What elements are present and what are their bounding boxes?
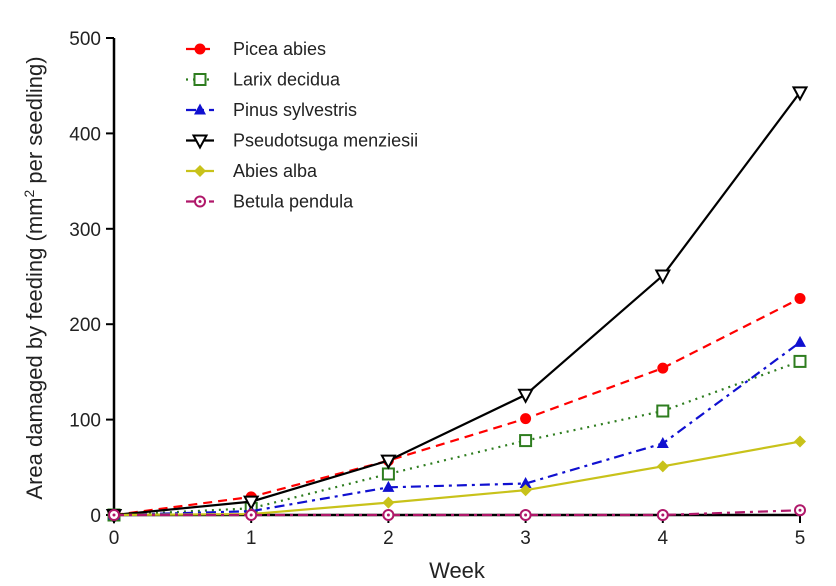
x-tick-label: 0: [109, 528, 120, 549]
legend-swatch-marker: [193, 73, 207, 86]
data-point: [791, 86, 809, 102]
data-point: [794, 335, 806, 347]
data-point: [108, 509, 120, 521]
data-point: [519, 434, 533, 448]
legend-label: Picea abies: [233, 39, 326, 59]
data-point-dot: [112, 513, 116, 517]
x-tick-label: 5: [795, 528, 806, 549]
legend-item: Pseudotsuga menziesii: [186, 131, 418, 151]
x-tick-label: 3: [520, 528, 531, 549]
legend-swatch-marker: [194, 103, 206, 115]
data-point: [657, 362, 669, 374]
data-point: [793, 354, 807, 368]
y-axis-title: Area damaged by feeding (mm2 per seedlin…: [21, 56, 47, 499]
data-point: [656, 436, 669, 448]
series-5: [108, 504, 806, 521]
data-point: [656, 509, 669, 521]
legend-item: Betula pendula: [186, 192, 354, 212]
data-point: [519, 509, 532, 521]
data-point: [382, 496, 395, 509]
data-point-dot: [249, 513, 253, 517]
legend-swatch-marker-dot: [198, 200, 202, 203]
legend-label: Betula pendula: [233, 192, 354, 212]
legend-label: Pseudotsuga menziesii: [233, 131, 418, 151]
legend-swatch-marker: [194, 165, 206, 177]
series-line: [113, 297, 801, 517]
legend-label: Larix decidua: [233, 70, 341, 90]
legend-item: Abies alba: [186, 161, 318, 181]
data-point-dot: [661, 513, 665, 517]
legend-swatch-marker: [194, 195, 206, 208]
data-point: [519, 484, 532, 497]
data-point: [243, 495, 260, 511]
data-point: [519, 477, 532, 489]
y-tick-label: 0: [90, 506, 101, 527]
legend-item: Pinus sylvestris: [186, 100, 357, 120]
series-line: [113, 91, 801, 517]
data-point: [382, 509, 395, 521]
data-point: [517, 388, 534, 404]
x-axis-title: Week: [429, 558, 486, 583]
series-line: [113, 440, 801, 517]
legend-swatch-marker: [194, 43, 206, 55]
series-3: [105, 86, 809, 525]
x-tick-label: 4: [658, 528, 669, 549]
data-point: [381, 467, 395, 481]
data-point: [656, 404, 670, 418]
axes: [112, 38, 800, 517]
data-point: [245, 509, 258, 521]
ticks: 0 1 2 3 4 5 0 100 200 300 400 500: [69, 29, 805, 549]
legend-item: Larix decidua: [186, 70, 341, 90]
y-axis-title-end: per seedling): [22, 56, 47, 189]
legend-item: Picea abies: [186, 39, 326, 59]
series-layer: [105, 86, 809, 525]
y-tick-label: 200: [69, 315, 101, 336]
data-point: [520, 413, 532, 425]
series-line: [113, 360, 801, 517]
legend: Picea abies Larix decidua Pinus sylvestris…: [186, 39, 418, 212]
x-tick-label: 2: [383, 528, 394, 549]
data-point-dot: [798, 508, 802, 512]
y-tick-label: 300: [69, 220, 101, 241]
y-tick-label: 500: [69, 29, 101, 50]
legend-label: Abies alba: [233, 161, 318, 181]
y-tick-label: 400: [69, 124, 101, 145]
legend-label: Pinus sylvestris: [233, 100, 357, 120]
data-point: [654, 269, 671, 285]
data-point: [380, 454, 397, 470]
data-point-dot: [524, 513, 528, 517]
y-axis-title-sup: 2: [21, 190, 37, 198]
y-tick-label: 100: [69, 411, 101, 432]
data-point: [656, 460, 669, 473]
series-line: [113, 341, 801, 517]
data-point: [794, 292, 806, 304]
data-point: [794, 504, 806, 517]
y-axis-title-main: Area damaged by feeding (mm: [22, 198, 47, 500]
data-point: [794, 435, 806, 448]
x-tick-label: 1: [246, 528, 257, 549]
legend-swatch-marker: [191, 134, 209, 150]
data-point-dot: [386, 513, 390, 517]
data-point: [382, 480, 395, 492]
series-4: [108, 435, 806, 521]
